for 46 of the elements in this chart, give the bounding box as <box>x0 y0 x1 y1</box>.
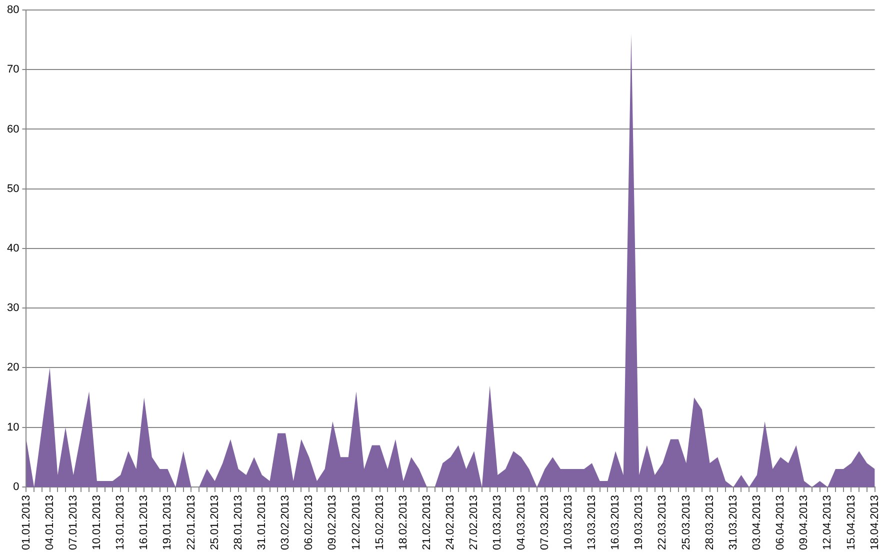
x-tick-label: 01.01.2013 <box>20 494 32 550</box>
x-tick-label: 09.02.2013 <box>326 494 339 550</box>
y-tick-label: 40 <box>6 242 20 255</box>
x-tick-label: 31.01.2013 <box>256 494 268 550</box>
x-tick-label: 21.02.2013 <box>420 494 433 550</box>
x-tick-label: 19.03.2013 <box>633 494 646 550</box>
x-tick-label: 22.01.2013 <box>185 494 198 550</box>
x-tick-label: 22.03.2013 <box>656 494 669 550</box>
x-tick-label: 25.03.2013 <box>680 494 692 550</box>
x-tick-label: 31.03.2013 <box>727 494 740 550</box>
x-tick-label: 07.03.2013 <box>538 494 551 550</box>
x-tick-label: 28.03.2013 <box>704 494 716 550</box>
x-tick-label: 12.04.2013 <box>822 494 834 550</box>
x-tick-label: 24.02.2013 <box>444 494 457 550</box>
y-tick-label: 0 <box>13 480 20 493</box>
x-tick-label: 04.01.2013 <box>44 494 56 550</box>
x-tick-label: 28.01.2013 <box>232 494 244 550</box>
x-tick-label: 10.03.2013 <box>562 494 574 550</box>
x-tick-label: 04.03.2013 <box>515 494 528 550</box>
y-tick-label: 60 <box>6 123 20 136</box>
y-tick-label: 30 <box>6 302 20 314</box>
x-tick-label: 16.03.2013 <box>610 494 622 550</box>
x-tick-label: 15.02.2013 <box>374 494 386 550</box>
x-tick-label: 01.03.2013 <box>492 494 504 550</box>
x-tick-label: 15.04.2013 <box>845 494 858 550</box>
x-tick-label: 13.01.2013 <box>114 494 127 550</box>
x-tick-label: 18.02.2013 <box>397 494 410 550</box>
x-tick-label: 03.02.2013 <box>280 494 292 550</box>
x-tick-label: 06.02.2013 <box>303 494 316 550</box>
x-tick-label: 13.03.2013 <box>586 494 598 550</box>
x-tick-label: 16.01.2013 <box>138 494 150 550</box>
y-tick-label: 50 <box>6 182 20 195</box>
x-tick-label: 07.01.2013 <box>67 494 80 550</box>
x-tick-label: 06.04.2013 <box>774 494 787 550</box>
y-tick-label: 70 <box>6 64 20 76</box>
x-tick-label: 10.01.2013 <box>90 494 103 550</box>
x-tick-label: 25.01.2013 <box>208 494 221 550</box>
y-tick-label: 20 <box>6 362 20 374</box>
x-tick-label: 12.02.2013 <box>350 494 362 550</box>
x-tick-label: 19.01.2013 <box>162 494 174 550</box>
x-tick-label: 09.04.2013 <box>798 494 810 550</box>
x-tick-label: 27.02.2013 <box>468 494 480 550</box>
x-tick-label: 03.04.2013 <box>750 494 763 550</box>
y-tick-label: 80 <box>6 4 20 16</box>
x-tick-label: 18.04.2013 <box>868 494 881 550</box>
y-tick-label: 10 <box>6 421 20 434</box>
